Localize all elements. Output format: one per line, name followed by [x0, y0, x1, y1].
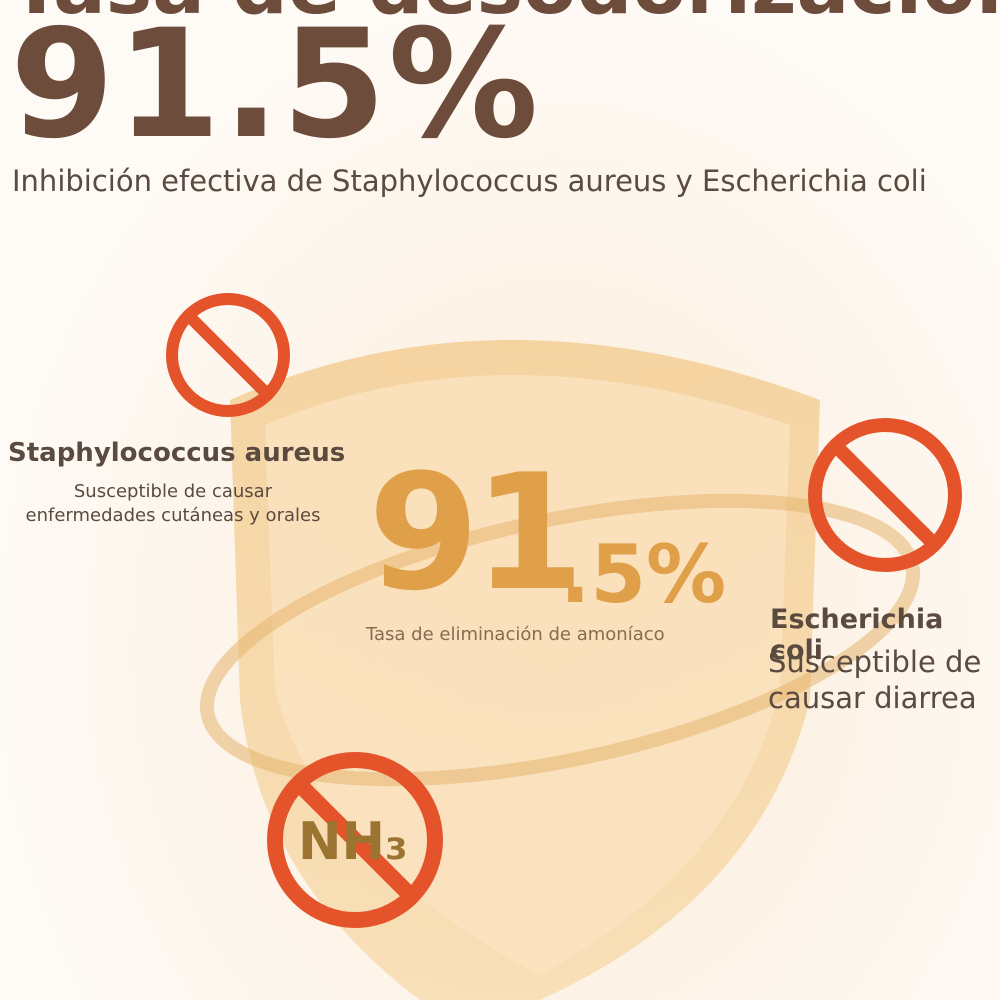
headline-value: 91.5%: [10, 0, 541, 172]
cropped-title: Tasa de desodorización: [10, 0, 1000, 32]
shield-value-decimal: .5%: [560, 528, 727, 621]
ban-icon: [267, 752, 443, 928]
item-description: Susceptible de causar enfermedades cután…: [25, 481, 321, 526]
item-name: Staphylococcus aureus: [8, 438, 346, 468]
item-name: Escherichia coli: [770, 604, 944, 666]
subtitle: Inhibición efectiva de Staphylococcus au…: [12, 164, 927, 198]
shield-value: 91: [368, 439, 585, 626]
item-description: Susceptible de causar diarrea: [768, 645, 982, 715]
shield-inner: [265, 375, 790, 975]
shield-caption: Tasa de eliminación de amoníaco: [366, 624, 665, 645]
ban-icon: [166, 293, 290, 417]
ban-icon: [808, 418, 962, 572]
icon-label: NH₃: [298, 812, 408, 872]
